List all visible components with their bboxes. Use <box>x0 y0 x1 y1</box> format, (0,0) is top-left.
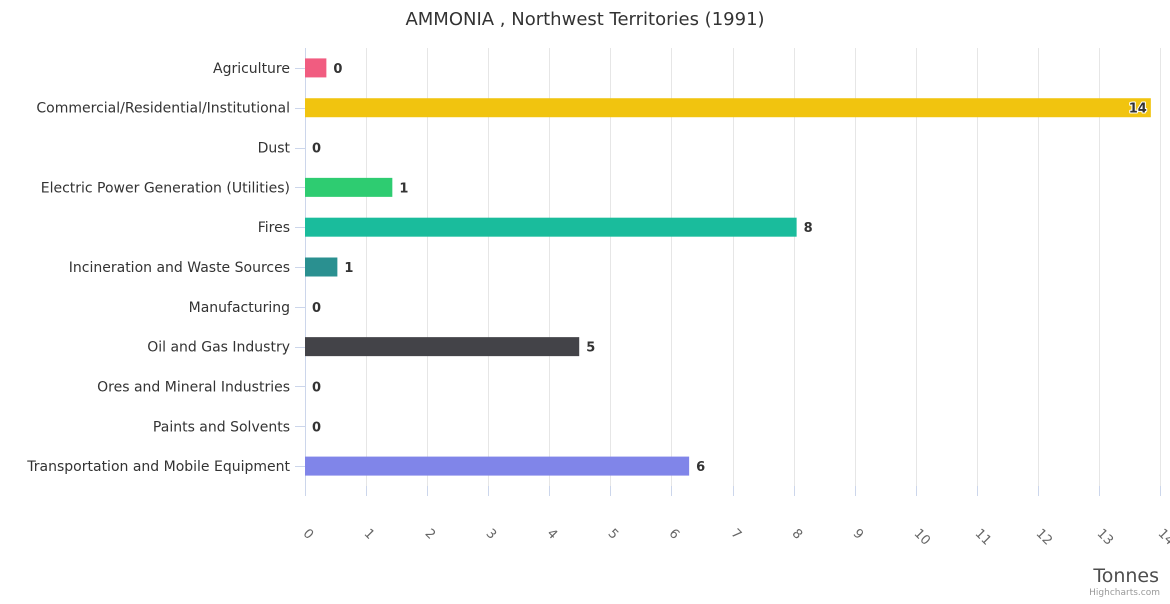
category-label: Oil and Gas Industry <box>147 340 290 356</box>
category-label: Manufacturing <box>189 300 290 316</box>
data-label: 14 <box>1129 102 1147 117</box>
data-label: 5 <box>586 341 595 356</box>
bar[interactable] <box>305 177 393 197</box>
x-tick-label: 4 <box>544 526 560 542</box>
bar[interactable] <box>305 98 1151 118</box>
data-label: 1 <box>399 181 408 196</box>
category-label: Dust <box>258 141 291 157</box>
bar[interactable] <box>305 257 338 277</box>
gridlines <box>305 48 1161 486</box>
x-tick-label: 13 <box>1094 526 1116 548</box>
x-tick-label: 5 <box>605 526 621 542</box>
x-tick-label: 14 <box>1155 526 1170 548</box>
data-label: 0 <box>333 62 342 77</box>
bar[interactable] <box>305 58 327 78</box>
x-tick-label: 9 <box>850 526 866 542</box>
category-label: Commercial/Residential/Institutional <box>36 101 290 117</box>
data-label: 6 <box>696 460 705 475</box>
x-axis-title: Tonnes <box>1092 565 1159 587</box>
x-tick-label: 8 <box>789 526 805 542</box>
x-tick-label: 1 <box>361 526 377 542</box>
category-label: Ores and Mineral Industries <box>97 379 290 395</box>
category-label: Electric Power Generation (Utilities) <box>41 180 290 196</box>
x-axis-ticks: 0 1 2 3 4 5 6 7 8 9 10 11 12 13 14 <box>300 486 1170 549</box>
x-tick-label: 7 <box>728 526 744 542</box>
category-label: Fires <box>258 220 290 236</box>
category-label: Transportation and Mobile Equipment <box>26 459 290 475</box>
credits-link[interactable]: Highcharts.com <box>1089 588 1160 598</box>
data-label: 0 <box>312 420 321 435</box>
x-tick-label: 0 <box>300 526 316 542</box>
data-label: 1 <box>344 261 353 276</box>
data-label: 8 <box>804 221 813 236</box>
x-tick-label: 12 <box>1033 526 1055 548</box>
data-label: 0 <box>312 142 321 157</box>
data-label: 0 <box>312 380 321 395</box>
x-tick-label: 2 <box>422 526 438 542</box>
bar[interactable] <box>305 337 580 357</box>
category-label: Agriculture <box>213 61 290 77</box>
x-tick-label: 10 <box>911 526 933 548</box>
x-tick-label: 11 <box>972 526 994 548</box>
bar[interactable] <box>305 217 797 237</box>
category-label: Incineration and Waste Sources <box>69 260 290 276</box>
category-labels: Agriculture Commercial/Residential/Instit… <box>26 61 305 475</box>
data-label: 0 <box>312 301 321 316</box>
bars <box>305 58 1151 476</box>
x-tick-label: 6 <box>666 526 682 542</box>
x-tick-label: 3 <box>483 526 499 542</box>
chart-title: AMMONIA , Northwest Territories (1991) <box>405 9 764 30</box>
category-label: Paints and Solvents <box>153 419 290 435</box>
bar[interactable] <box>305 456 690 476</box>
